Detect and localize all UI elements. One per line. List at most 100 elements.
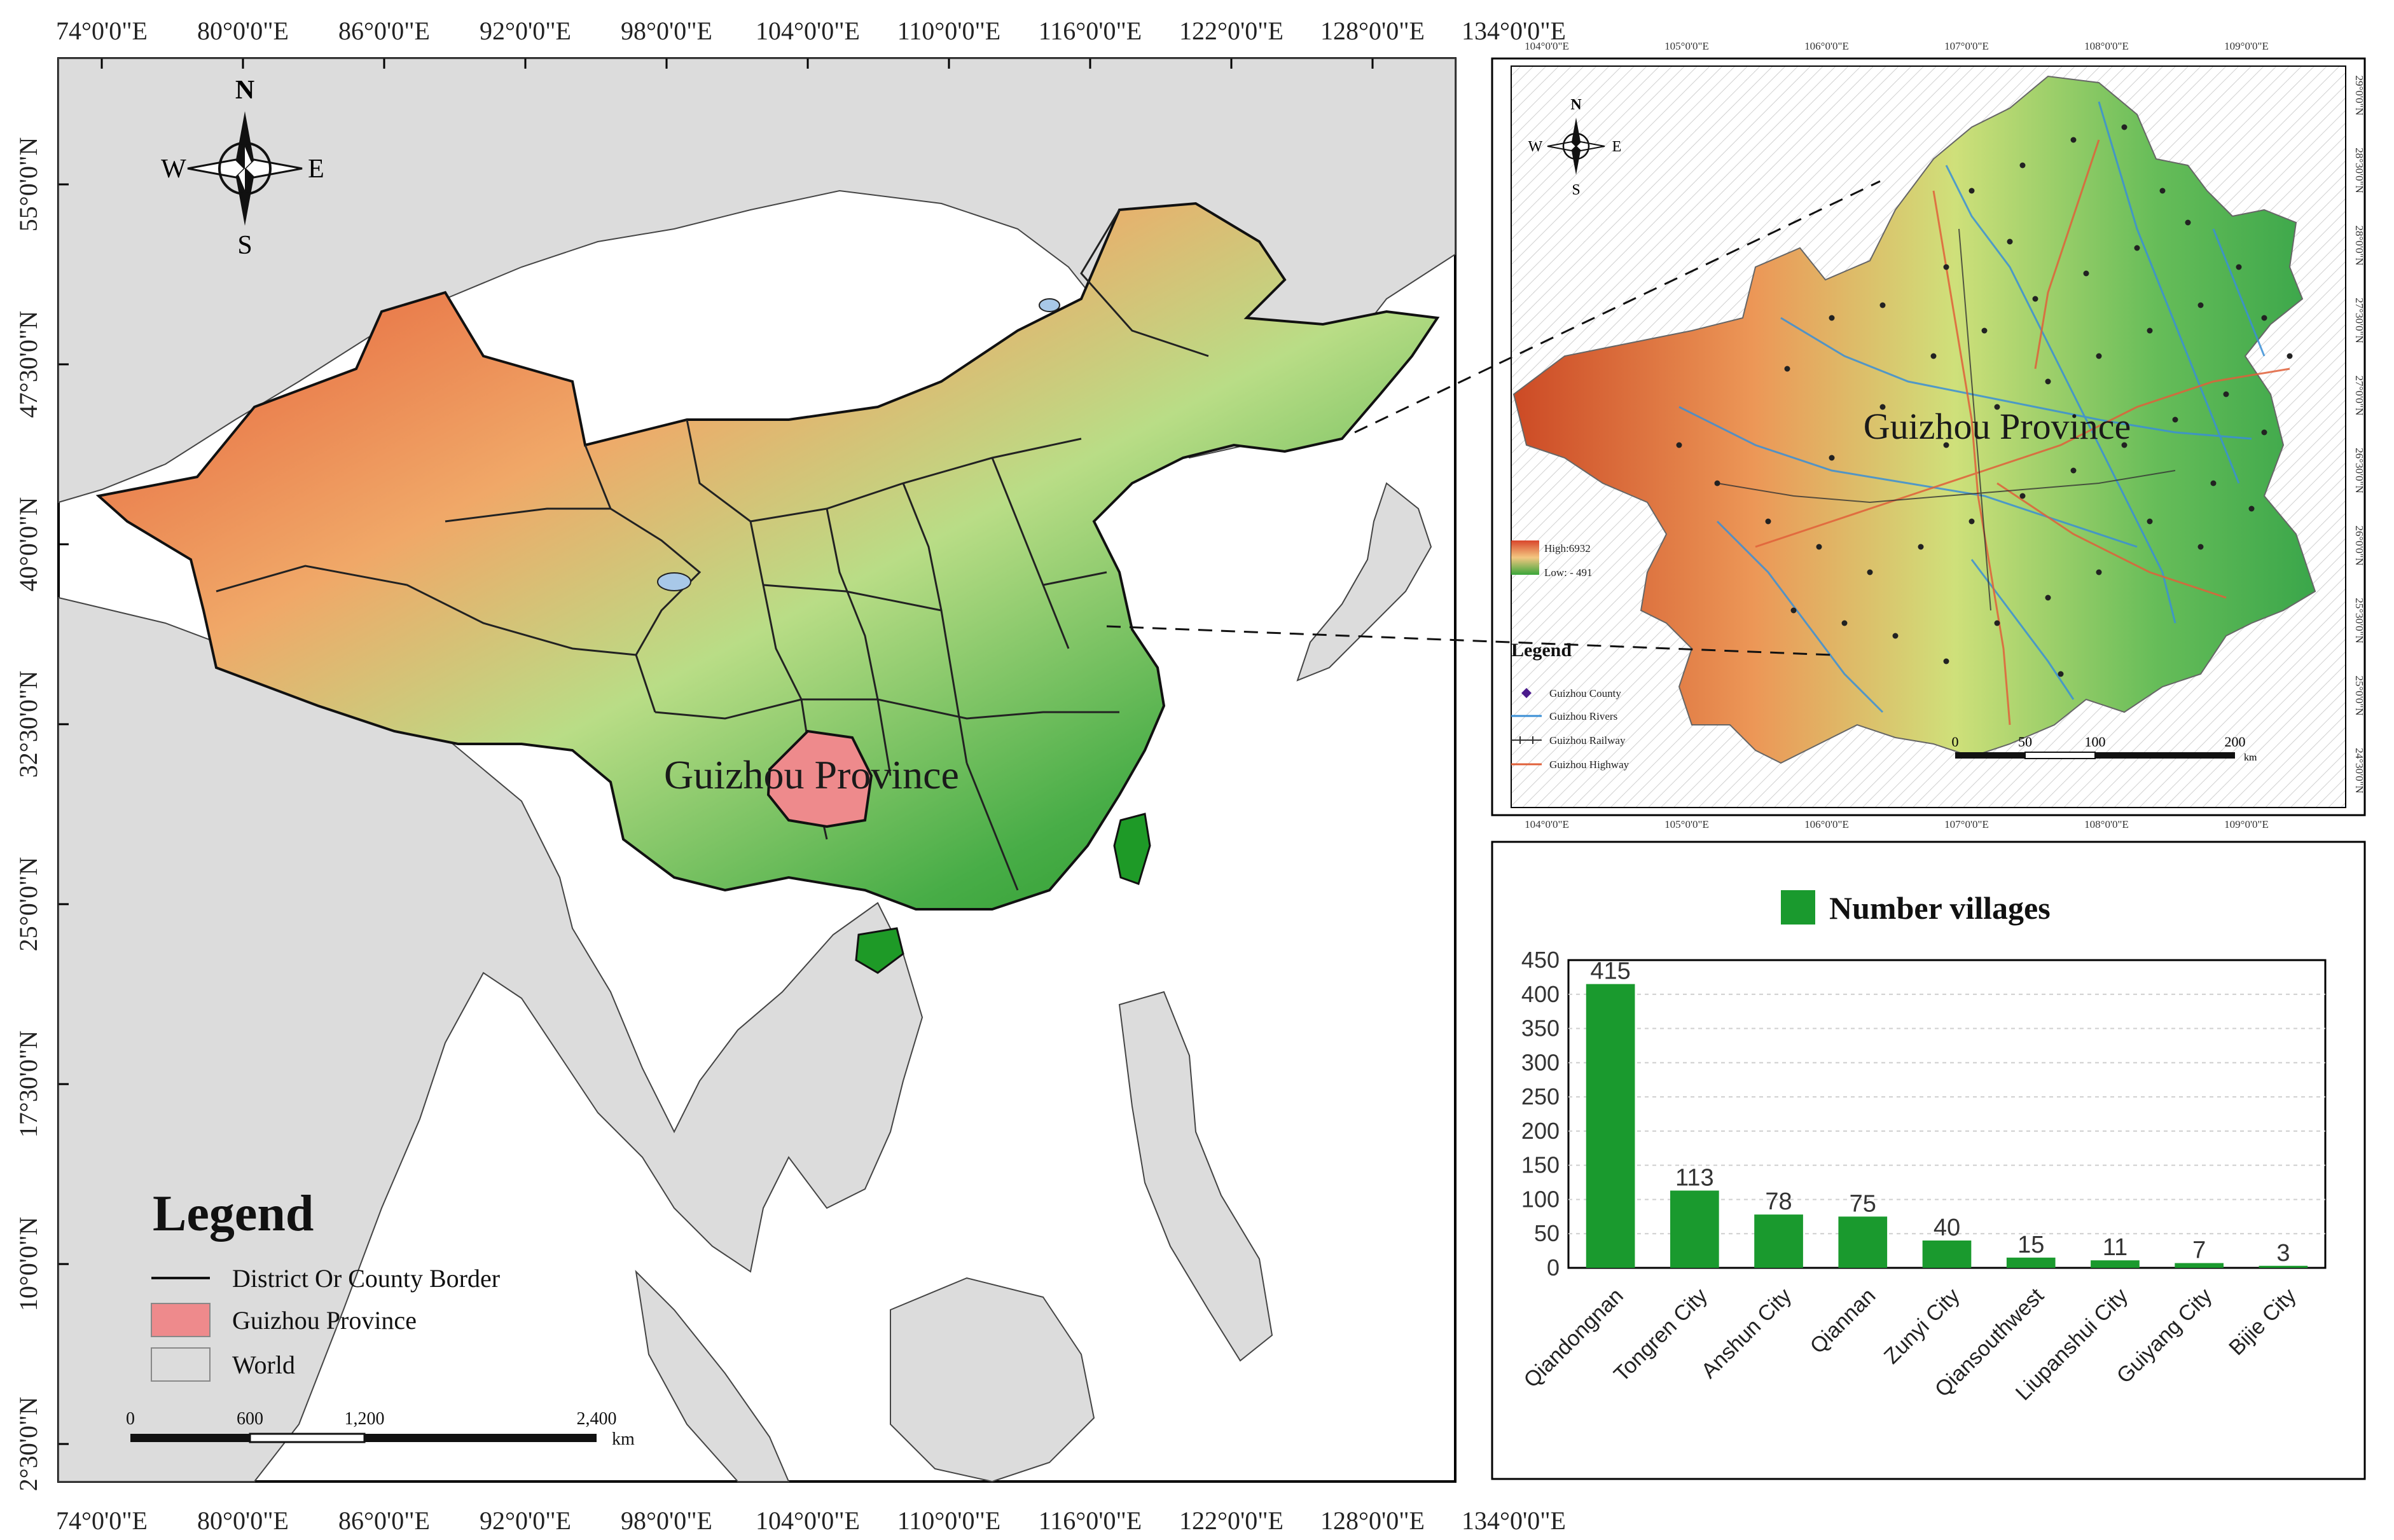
lon-label-top: 80°0'0"E [197,17,289,45]
county-point [2223,391,2229,397]
inset-rivers [1678,101,2266,713]
y-tick-label: 150 [1521,1152,1560,1178]
county-point [2185,219,2191,226]
inset-lon-label-top: 106°0'0"E [1804,40,1849,52]
world-landmass-south [58,596,924,1482]
main-map-province-label: Guizhou Province [664,752,959,797]
inset-lat-label-right: 25°0'0"N [2353,675,2365,715]
y-tick-label: 350 [1521,1015,1560,1042]
inset-connector-lines [1106,180,1881,656]
lon-label-bottom: 92°0'0"E [480,1506,571,1535]
legend-title: Legend [153,1186,314,1242]
guizhou-province-highlight [766,729,873,828]
lon-label-top: 116°0'0"E [1039,17,1142,45]
county-point [2096,353,2102,359]
inset-lat-label-right: 26°30'0"N [2353,448,2365,493]
county-point [1790,607,1797,614]
inset-compass-n: N [1570,97,1582,113]
bar-value-label: 113 [1675,1164,1714,1191]
county-symbol [1521,688,1532,698]
lon-label-bottom: 122°0'0"E [1179,1506,1283,1535]
bar-value-label: 15 [2017,1232,2044,1258]
island-sumatra [635,1270,790,1482]
bar-value-label: 3 [2276,1240,2290,1267]
legend-guizhou-label: Guizhou Province [232,1306,417,1335]
main-map-legend: Legend District Or County Border Guizhou… [151,1186,500,1382]
lon-label-bottom: 86°0'0"E [338,1506,430,1535]
county-point [2083,270,2089,277]
compass-south-label: S [237,231,252,260]
inset-lon-label-top: 104°0'0"E [1525,40,1569,52]
county-point [2197,302,2204,308]
inset-scale-100: 100 [2085,734,2106,750]
chart-legend-swatch [1781,890,1815,925]
county-point [1918,544,1924,550]
taiwan-island [1113,813,1151,885]
inset-scale-50: 50 [2018,734,2032,750]
county-point [2210,480,2217,486]
inset-lon-label-bottom: 107°0'0"E [1944,818,1989,830]
bar-value-label: 415 [1590,958,1630,985]
province-borders [216,209,1209,891]
elevation-high: High:6932 [1544,542,1591,554]
compass-east-label: E [308,155,324,184]
inset-lon-label-top: 108°0'0"E [2084,40,2129,52]
county-point [2121,124,2128,130]
bar-5 [1922,1240,1972,1268]
county-point [2032,296,2038,302]
county-point [1879,302,1886,308]
hainan-island [855,927,904,974]
china-territory [95,202,1440,911]
inset-lat-label-right: 25°30'0"N [2353,598,2365,643]
compass-north-label: N [235,76,254,105]
lat-label-left: 10°0'0"N [14,1217,43,1311]
inset-county-points [1676,124,2293,677]
county-point [1765,518,1771,525]
county-point [2147,518,2153,525]
inset-compass-w: W [1528,139,1543,155]
county-point [2172,416,2178,423]
county-point [2261,429,2267,436]
inset-lat-label-right: 28°30'0"N [2353,148,2365,193]
county-point [2045,595,2051,601]
legend-guizhou-swatch [151,1303,211,1337]
y-tick-label: 50 [1534,1220,1560,1246]
lon-label-bottom: 110°0'0"E [897,1506,1000,1535]
inset-lon-label-top: 105°0'0"E [1664,40,1709,52]
bar-3 [1754,1214,1803,1268]
county-point [1879,404,1886,410]
bar-value-label: 11 [2103,1234,2128,1261]
county-point [2147,327,2153,334]
lat-label-left: 40°0'0"N [14,497,43,591]
inset-lat-label-right: 29°0'0"N [2353,75,2365,115]
county-point [1930,353,1937,359]
y-tick-label: 250 [1521,1083,1560,1110]
county-point [2070,137,2077,143]
scale-tick-0: 0 [126,1409,135,1429]
chart-bars [1586,984,2308,1268]
lat-label-left: 47°30'0"N [14,311,43,418]
y-tick-label: 200 [1521,1118,1560,1144]
island-japan [1296,482,1432,682]
compass-west-label: W [161,155,186,184]
lat-label-left: 2°30'0"N [14,1397,43,1491]
lake-hulun [1039,298,1060,312]
inset-scale-0: 0 [1952,734,1959,750]
lat-label-left: 32°30'0"N [14,671,43,778]
legend-border-label: District Or County Border [232,1264,500,1293]
chart-legend-label: Number villages [1829,890,2051,926]
county-point [2159,188,2166,194]
inset-lat-label-right: 24°30'0"N [2353,748,2365,794]
county-point [2261,315,2267,321]
lon-label-top: 104°0'0"E [756,17,860,45]
county-point [2019,493,2026,499]
scale-tick-2400: 2,400 [577,1409,617,1429]
bar-7 [2091,1260,2140,1268]
county-point [2197,544,2204,550]
bar-value-label: 7 [2192,1237,2206,1263]
lon-label-bottom: 128°0'0"E [1320,1506,1425,1535]
lat-label-left: 55°0'0"N [14,137,43,231]
county-point [2096,569,2102,575]
county-point [1892,633,1899,639]
